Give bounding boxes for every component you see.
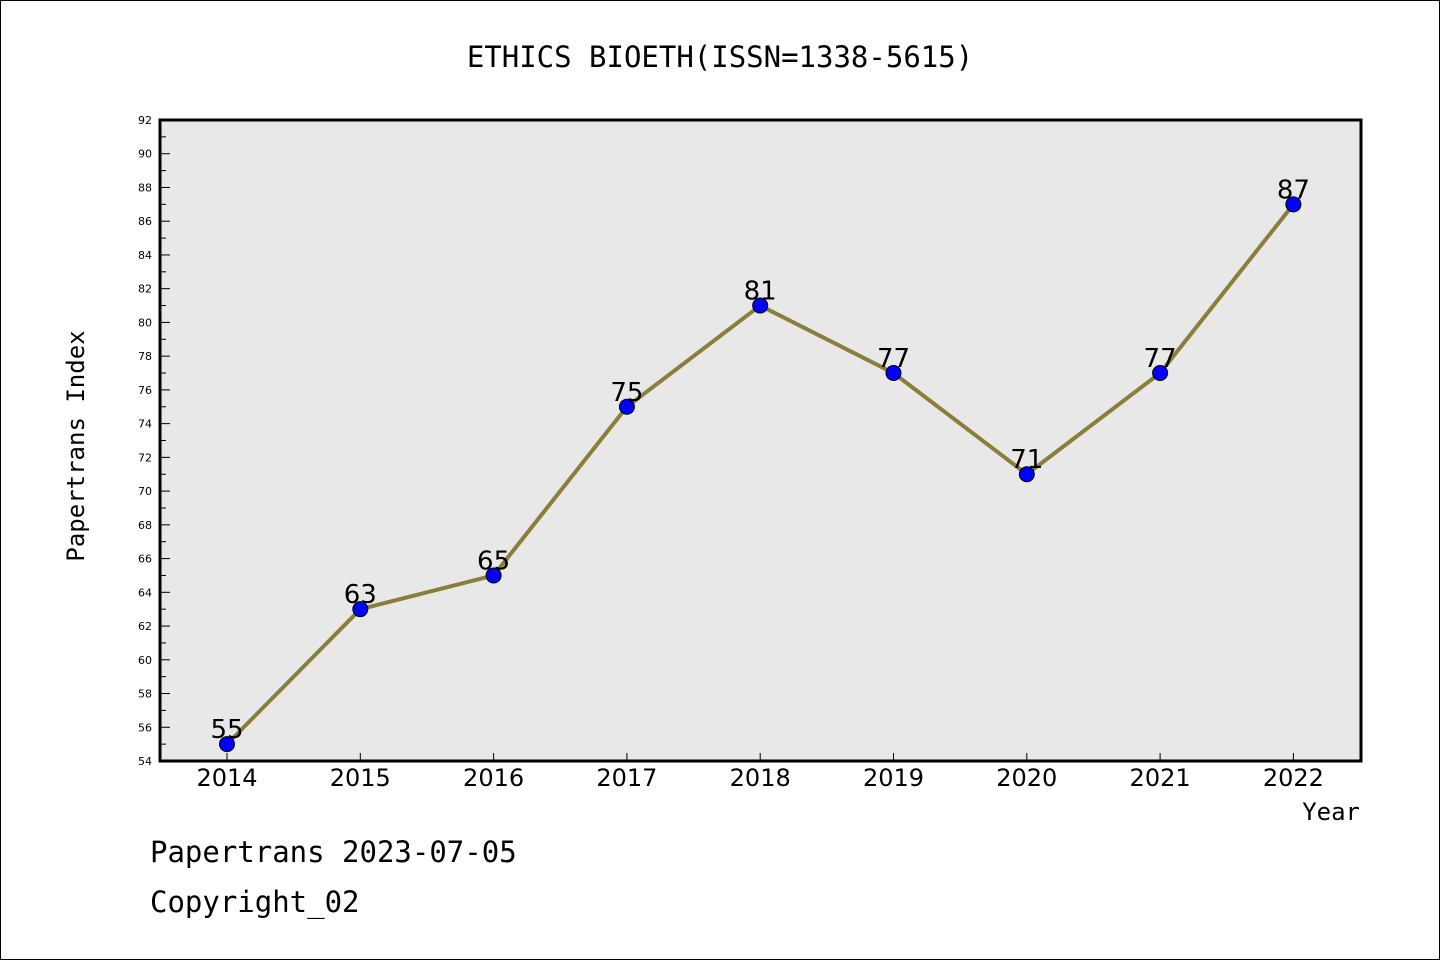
footer-copyright: Copyright_02	[150, 885, 360, 919]
x-tick-label: 2019	[863, 764, 924, 792]
x-tick-label: 2015	[330, 764, 391, 792]
data-label: 81	[744, 277, 777, 307]
x-tick-label: 2017	[596, 764, 657, 792]
data-point	[752, 297, 769, 314]
data-label: 55	[210, 715, 243, 745]
data-label: 75	[610, 378, 643, 408]
data-point	[219, 736, 235, 753]
y-axis: 54 56 58 60 62 64 66 68 70 72 74 76 78 80 82 84 86 88 90 92	[138, 114, 170, 768]
y-tick-label: 76	[138, 384, 152, 397]
y-tick-label: 56	[138, 721, 152, 734]
plot-area	[158, 118, 1363, 763]
y-tick-label: 82	[138, 283, 152, 296]
y-tick-label: 78	[138, 350, 152, 363]
footer-date: Papertrans 2023-07-05	[150, 835, 517, 869]
y-tick-label: 68	[138, 519, 152, 532]
y-tick-label: 60	[138, 654, 152, 667]
data-label: 65	[477, 546, 510, 576]
y-tick-label: 74	[138, 418, 152, 431]
x-tick-label: 2016	[463, 764, 524, 792]
x-tick-label: 2022	[1263, 764, 1324, 792]
data-label: 87	[1277, 175, 1310, 205]
data-point	[485, 567, 502, 584]
x-tick-label: 2018	[730, 764, 791, 792]
x-tick-label: 2014	[196, 764, 257, 792]
y-tick-label: 80	[138, 316, 152, 329]
data-point	[1152, 365, 1169, 382]
y-tick-label: 62	[138, 620, 152, 633]
y-tick-label: 88	[138, 181, 152, 194]
y-tick-label: 86	[138, 215, 152, 228]
y-tick-label: 70	[138, 485, 152, 498]
y-tick-label: 64	[138, 586, 152, 599]
x-axis-label: Year	[1302, 798, 1360, 826]
series-line: 55 63 65 75 81 77 71 77 87	[210, 175, 1310, 753]
x-axis: 2014 2015 2016 2017 2018 2019 2020 2021 2022	[196, 753, 1324, 792]
data-label: 77	[877, 344, 910, 374]
y-axis-label: Papertrans Index	[62, 330, 90, 561]
y-tick-label: 90	[138, 148, 152, 161]
y-tick-label: 92	[138, 114, 152, 127]
data-label: 71	[1010, 445, 1043, 475]
y-tick-label: 58	[138, 688, 152, 701]
data-label: 63	[344, 580, 377, 610]
data-point	[352, 601, 369, 618]
chart-title: ETHICS BIOETH(ISSN=1338-5615)	[467, 40, 973, 74]
x-tick-label: 2021	[1130, 764, 1191, 792]
data-point	[618, 398, 635, 415]
y-tick-label: 54	[138, 755, 152, 768]
y-tick-label: 84	[138, 249, 152, 262]
x-tick-label: 2020	[996, 764, 1057, 792]
data-point	[885, 365, 902, 382]
data-label: 77	[1144, 344, 1177, 374]
data-point	[1018, 466, 1035, 483]
data-point	[1285, 196, 1302, 213]
y-tick-label: 66	[138, 553, 152, 566]
y-tick-label: 72	[138, 451, 152, 464]
